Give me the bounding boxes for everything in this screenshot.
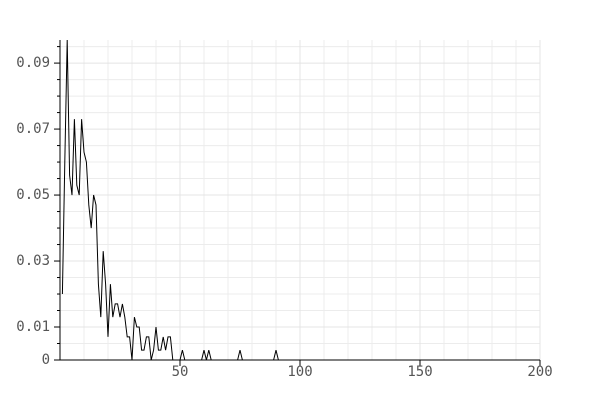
x-tick-label: 100	[287, 364, 312, 380]
y-tick-label: 0.09	[16, 55, 50, 71]
x-tick-label: 200	[527, 364, 552, 380]
x-tick-label: 50	[172, 364, 189, 380]
y-tick-label: 0.03	[16, 253, 50, 269]
y-tick-label: 0.01	[16, 319, 50, 335]
data-line	[61, 39, 540, 361]
y-tick-label: 0	[42, 352, 50, 368]
y-tick-label: 0.07	[16, 121, 50, 137]
y-tick-label: 0.05	[16, 187, 50, 203]
x-tick-label: 150	[407, 364, 432, 380]
